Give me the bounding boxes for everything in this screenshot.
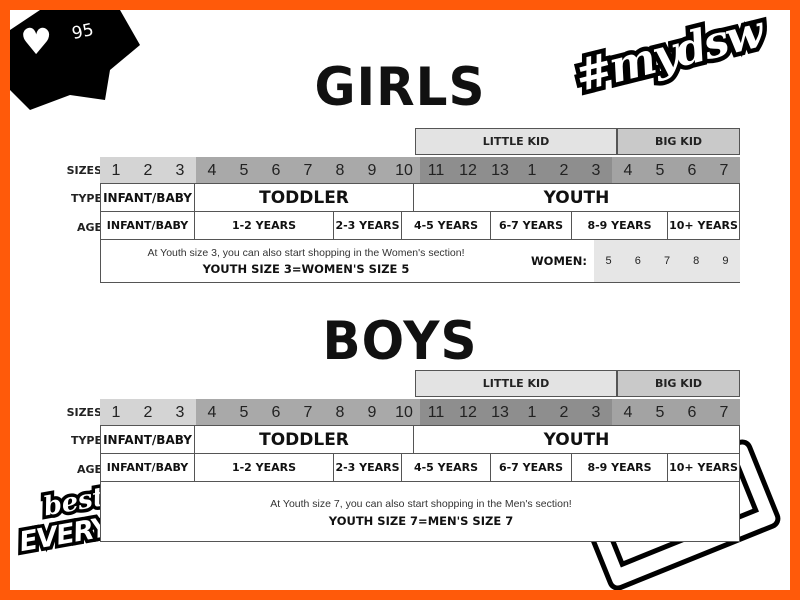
age-4-5-years: 4-5 YEARS <box>401 453 491 482</box>
size-cell: 8 <box>324 399 356 426</box>
size-cell: 1 <box>516 157 548 184</box>
women-conversion-note: At Youth size 3, you can also start shop… <box>100 239 740 283</box>
girls-title: GIRLS <box>314 56 486 118</box>
type-label: TYPE <box>70 434 102 447</box>
heart-icon: ♥ <box>20 22 53 63</box>
size-cell: 7 <box>708 157 740 184</box>
age-1-2-years: 1-2 YEARS <box>194 211 334 240</box>
size-cell: 1 <box>100 399 132 426</box>
age-label: AGE <box>76 221 102 234</box>
size-cell: 7 <box>292 157 324 184</box>
type-youth: YOUTH <box>413 425 740 454</box>
size-cell: 3 <box>580 157 612 184</box>
age-2-3-years: 2-3 YEARS <box>333 453 402 482</box>
age-10-plus-years: 10+ YEARS <box>667 453 740 482</box>
like-badge[interactable]: ♥ 95 <box>10 10 145 110</box>
type-label: TYPE <box>70 192 102 205</box>
size-cell: 6 <box>676 399 708 426</box>
size-cell: 4 <box>196 399 228 426</box>
age-10-plus-years: 10+ YEARS <box>667 211 740 240</box>
size-cell: 10 <box>388 399 420 426</box>
age-infant-baby: INFANT/BABY <box>100 453 195 482</box>
women-size: 5 <box>605 255 612 267</box>
little-kid-header: LITTLE KID <box>415 370 617 397</box>
women-size: 7 <box>663 255 671 267</box>
size-cell: 5 <box>228 157 260 184</box>
size-cell: 2 <box>132 399 164 426</box>
note-text: At Youth size 3, you can also start shop… <box>147 247 465 259</box>
type-toddler: TODDLER <box>194 183 414 212</box>
type-infant-baby: INFANT/BABY <box>100 183 195 212</box>
size-cell: 3 <box>164 399 196 426</box>
size-cell: 10 <box>388 157 420 184</box>
sizes-label: SIZES <box>66 164 102 177</box>
type-toddler: TODDLER <box>194 425 414 454</box>
size-cell: 4 <box>612 157 644 184</box>
size-cell: 1 <box>100 157 132 184</box>
size-cell: 3 <box>580 399 612 426</box>
type-infant-baby: INFANT/BABY <box>100 425 195 454</box>
size-cell: 13 <box>484 157 516 184</box>
conversion-text: YOUTH SIZE 3=WOMEN'S SIZE 5 <box>202 262 410 276</box>
note-text: At Youth size 7, you can also start shop… <box>270 498 572 510</box>
size-cell: 12 <box>452 157 484 184</box>
size-cell: 12 <box>452 399 484 426</box>
size-cell: 13 <box>484 399 516 426</box>
size-cell: 6 <box>260 157 292 184</box>
sizes-row: 1 2 3 4 5 6 7 8 9 10 11 12 13 1 2 3 4 5 6 7 <box>100 399 740 426</box>
sizes-row: 1 2 3 4 5 6 7 8 9 10 11 12 13 1 2 3 4 5 6 7 <box>100 157 740 184</box>
size-cell: 11 <box>420 399 452 426</box>
size-cell: 8 <box>324 157 356 184</box>
big-kid-header: BIG KID <box>617 128 740 155</box>
size-cell: 2 <box>548 157 580 184</box>
conversion-text: YOUTH SIZE 7=MEN'S SIZE 7 <box>328 514 514 528</box>
size-cell: 11 <box>420 157 452 184</box>
size-cell: 2 <box>548 399 580 426</box>
size-cell: 5 <box>644 157 676 184</box>
women-size: 8 <box>693 255 700 267</box>
age-6-7-years: 6-7 YEARS <box>490 211 572 240</box>
age-label: AGE <box>76 463 102 476</box>
size-cell: 5 <box>228 399 260 426</box>
size-cell: 3 <box>164 157 196 184</box>
boys-title: BOYS <box>322 310 478 372</box>
age-8-9-years: 8-9 YEARS <box>571 211 668 240</box>
age-4-5-years: 4-5 YEARS <box>401 211 491 240</box>
size-cell: 9 <box>356 157 388 184</box>
big-kid-header: BIG KID <box>617 370 740 397</box>
type-youth: YOUTH <box>413 183 740 212</box>
age-2-3-years: 2-3 YEARS <box>333 211 402 240</box>
size-cell: 4 <box>612 399 644 426</box>
age-1-2-years: 1-2 YEARS <box>194 453 334 482</box>
size-cell: 9 <box>356 399 388 426</box>
women-size: 6 <box>634 255 641 267</box>
size-cell: 5 <box>644 399 676 426</box>
size-cell: 6 <box>260 399 292 426</box>
women-sizes: 5 6 7 8 9 <box>594 240 740 282</box>
men-conversion-note: At Youth size 7, you can also start shop… <box>100 481 740 542</box>
size-cell: 7 <box>708 399 740 426</box>
size-cell: 2 <box>132 157 164 184</box>
women-size: 9 <box>722 255 729 267</box>
women-label: WOMEN: <box>531 254 587 268</box>
age-8-9-years: 8-9 YEARS <box>571 453 668 482</box>
size-cell: 4 <box>196 157 228 184</box>
size-cell: 7 <box>292 399 324 426</box>
size-cell: 6 <box>676 157 708 184</box>
little-kid-header: LITTLE KID <box>415 128 617 155</box>
sizes-label: SIZES <box>66 406 102 419</box>
age-infant-baby: INFANT/BABY <box>100 211 195 240</box>
age-6-7-years: 6-7 YEARS <box>490 453 572 482</box>
badge-shape-icon <box>10 10 140 110</box>
size-cell: 1 <box>516 399 548 426</box>
